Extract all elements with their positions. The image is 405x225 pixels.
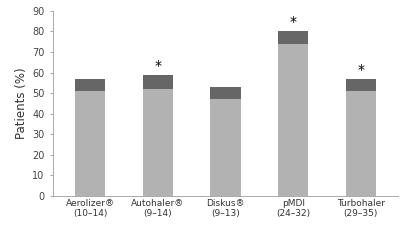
Text: *: * <box>154 58 161 73</box>
Bar <box>143 75 173 89</box>
Bar <box>278 44 308 196</box>
Y-axis label: Patients (%): Patients (%) <box>15 68 28 139</box>
Bar <box>143 89 173 196</box>
Bar <box>345 91 376 196</box>
Bar <box>345 79 376 91</box>
Text: *: * <box>357 63 364 77</box>
Text: *: * <box>290 16 296 29</box>
Bar <box>75 91 105 196</box>
Bar <box>75 79 105 91</box>
Bar <box>210 87 241 99</box>
Bar <box>210 99 241 196</box>
Bar <box>278 32 308 44</box>
